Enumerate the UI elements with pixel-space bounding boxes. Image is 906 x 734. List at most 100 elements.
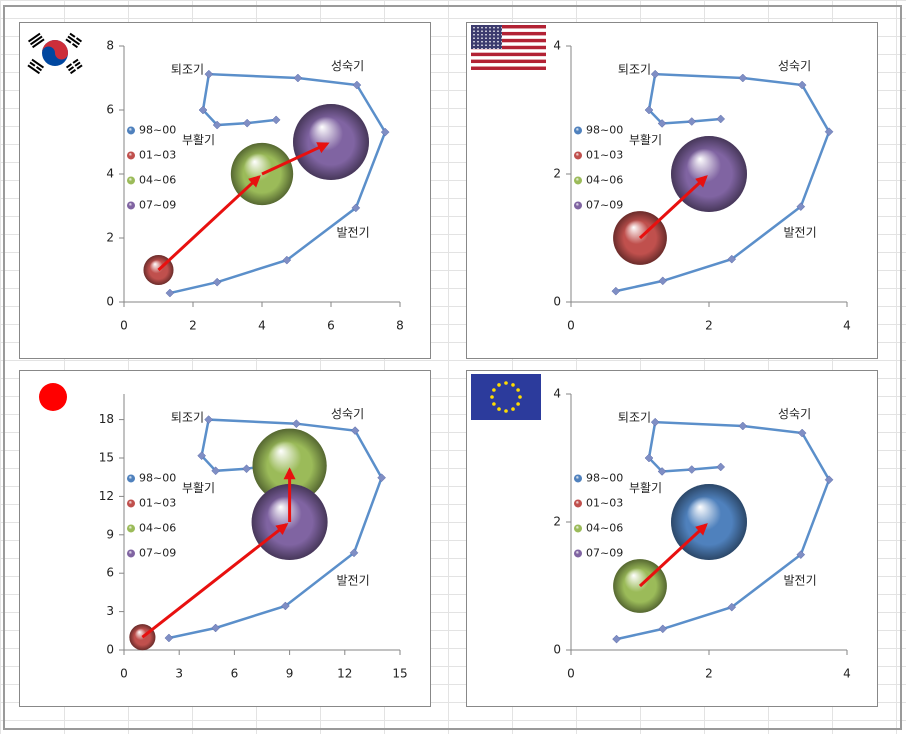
- y-tick-label: 0: [106, 643, 114, 657]
- bubble-shade: [129, 624, 156, 651]
- flag-us: [471, 25, 546, 70]
- x-tick-label: 9: [286, 667, 294, 681]
- annotation: 부활기: [182, 133, 215, 147]
- arrow: [638, 523, 708, 588]
- x-tick-label: 0: [567, 667, 575, 681]
- annotation: 성숙기: [331, 59, 364, 73]
- legend-label: 98~00: [139, 471, 176, 484]
- y-tick-label: 4: [553, 39, 561, 53]
- legend-label: 07~09: [139, 546, 176, 559]
- x-tick-label: 0: [120, 667, 128, 681]
- legend-label: 07~09: [139, 198, 176, 211]
- cycle-marker: [293, 73, 303, 83]
- cycle-marker: [738, 421, 748, 431]
- legend-label: 01~03: [139, 148, 176, 161]
- legend-marker: [127, 499, 135, 508]
- legend-label: 98~00: [586, 471, 623, 484]
- legend-marker: [574, 126, 582, 135]
- cycle-marker: [657, 119, 667, 128]
- cycle-marker: [644, 453, 654, 463]
- annotation: 퇴조기: [618, 411, 651, 425]
- y-tick-label: 0: [106, 295, 114, 309]
- cycle-marker: [212, 277, 222, 287]
- cycle-marker: [644, 105, 654, 115]
- cycle-marker: [281, 601, 290, 611]
- annotation: 성숙기: [331, 407, 364, 421]
- panel: [466, 370, 878, 707]
- legend-label: 07~09: [586, 198, 623, 211]
- legend-label: 04~06: [586, 173, 623, 186]
- cycle-marker: [212, 120, 222, 130]
- x-tick-label: 3: [175, 667, 183, 681]
- y-tick-label: 6: [106, 566, 114, 580]
- cycle-marker: [650, 417, 660, 427]
- annotation: 성숙기: [778, 59, 811, 73]
- y-tick-label: 3: [106, 604, 114, 618]
- x-tick-label: 0: [567, 319, 575, 333]
- x-tick-label: 6: [327, 319, 335, 333]
- legend-marker: [574, 499, 582, 508]
- arrow: [261, 142, 330, 176]
- arrow: [141, 522, 289, 639]
- legend-label: 04~06: [586, 521, 623, 534]
- x-tick-label: 4: [843, 319, 851, 333]
- x-tick-label: 8: [396, 319, 404, 333]
- annotation: 퇴조기: [618, 63, 651, 77]
- x-tick-label: 0: [120, 319, 128, 333]
- flag-japan: [39, 383, 67, 411]
- legend-label: 98~00: [139, 123, 176, 136]
- frame: [3, 5, 902, 730]
- cycle-marker: [197, 451, 207, 461]
- x-tick-label: 2: [705, 667, 713, 681]
- cycle-marker: [211, 623, 220, 633]
- legend-marker: [574, 201, 582, 210]
- y-tick-label: 0: [553, 643, 561, 657]
- y-tick-label: 15: [99, 451, 114, 465]
- legend-marker: [574, 549, 582, 558]
- cycle-marker: [738, 73, 748, 83]
- cycle-marker: [211, 466, 220, 476]
- y-tick-label: 4: [106, 167, 114, 181]
- cycle-marker: [650, 69, 660, 79]
- x-tick-label: 6: [231, 667, 239, 681]
- y-tick-label: 4: [553, 387, 561, 401]
- legend-marker: [574, 151, 582, 160]
- cycle-marker: [204, 69, 214, 79]
- cycle-marker: [351, 203, 361, 213]
- bubble-shade: [252, 428, 327, 503]
- x-tick-label: 4: [843, 667, 851, 681]
- cycle-marker: [164, 633, 174, 643]
- cycle-marker: [204, 415, 213, 424]
- y-tick-label: 2: [553, 515, 561, 529]
- cycle-marker: [658, 276, 668, 286]
- annotation: 발전기: [784, 573, 817, 587]
- legend-marker: [574, 176, 582, 185]
- panel: [466, 22, 878, 359]
- cycle-marker: [611, 286, 621, 296]
- x-tick-label: 2: [189, 319, 197, 333]
- y-tick-label: 8: [106, 39, 114, 53]
- cycle-marker: [824, 127, 834, 137]
- y-tick-label: 18: [99, 412, 114, 426]
- cycle-line: [616, 420, 831, 641]
- cycle-marker: [824, 475, 834, 485]
- cycle-marker: [271, 115, 281, 125]
- x-tick-label: 15: [392, 667, 407, 681]
- arrow: [157, 175, 261, 272]
- cycle-marker: [377, 473, 386, 483]
- annotation: 발전기: [337, 225, 370, 239]
- legend-label: 04~06: [139, 521, 176, 534]
- cycle-marker: [349, 548, 359, 558]
- legend-marker: [574, 474, 582, 483]
- cycle-line: [615, 72, 831, 293]
- flag-eu: [471, 374, 541, 420]
- legend-label: 04~06: [139, 173, 176, 186]
- legend-marker: [127, 151, 135, 160]
- annotation: 발전기: [784, 225, 817, 239]
- flag-korea: [27, 32, 83, 75]
- panel: [19, 22, 431, 359]
- annotation: 퇴조기: [171, 63, 204, 77]
- arrow: [638, 175, 708, 240]
- cycle-line: [168, 418, 383, 640]
